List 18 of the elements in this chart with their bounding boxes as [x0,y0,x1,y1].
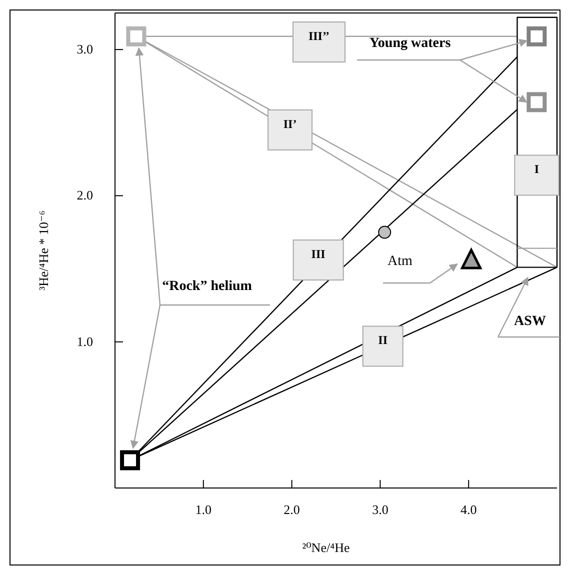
annotation: II [378,333,388,348]
x-tick-label: 1.0 [195,502,212,517]
annotation: ASW [514,314,546,329]
y-tick-label: 1.0 [76,334,93,349]
y-tick-label: 3.0 [76,42,93,57]
annotation: III [311,247,326,261]
annotation: Young waters [369,36,452,51]
x-tick-label: 2.0 [284,502,300,517]
annotation: II’ [283,116,297,131]
x-tick-label: 3.0 [372,502,388,517]
x-axis-title: ²⁰Ne/⁴He [302,540,350,555]
y-tick-label: 2.0 [76,188,93,203]
y-axis-title: ³He/⁴He * 10⁻⁶ [36,210,51,290]
annotation: “Rock” helium [162,279,252,294]
annotation: Atm [388,254,413,269]
annotation: I [534,162,540,176]
x-tick-label: 4.0 [460,502,477,517]
annotation: III’’ [308,29,330,43]
